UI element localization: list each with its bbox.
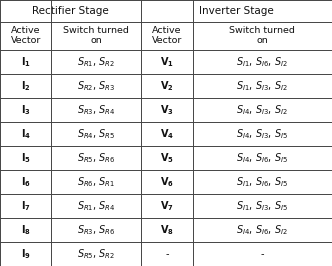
Text: $\mathbf{V_1}$: $\mathbf{V_1}$ bbox=[160, 55, 174, 69]
Text: ⁠$\mathbf{I_8}$: ⁠$\mathbf{I_8}$ bbox=[21, 223, 31, 237]
Text: ⁠$\mathbf{I_9}$: ⁠$\mathbf{I_9}$ bbox=[21, 247, 31, 261]
Text: -: - bbox=[165, 249, 169, 259]
Text: ⁠$\mathbf{I_1}$: ⁠$\mathbf{I_1}$ bbox=[21, 55, 31, 69]
Text: ⁠$\mathbf{I_4}$: ⁠$\mathbf{I_4}$ bbox=[21, 127, 31, 141]
Text: Active
Vector: Active Vector bbox=[11, 26, 41, 45]
Text: $S_{I1}$, $S_{I6}$, $S_{I5}$: $S_{I1}$, $S_{I6}$, $S_{I5}$ bbox=[236, 175, 288, 189]
Text: $S_{R3}$, $S_{R4}$: $S_{R3}$, $S_{R4}$ bbox=[77, 103, 116, 117]
Text: $S_{I1}$, $S_{I3}$, $S_{I2}$: $S_{I1}$, $S_{I3}$, $S_{I2}$ bbox=[236, 79, 288, 93]
Text: $S_{R1}$, $S_{R4}$: $S_{R1}$, $S_{R4}$ bbox=[77, 199, 116, 213]
Text: Switch turned
on: Switch turned on bbox=[63, 26, 129, 45]
Text: ⁠$\mathbf{I_2}$: ⁠$\mathbf{I_2}$ bbox=[21, 79, 31, 93]
Text: $S_{I4}$, $S_{I6}$, $S_{I2}$: $S_{I4}$, $S_{I6}$, $S_{I2}$ bbox=[236, 223, 288, 237]
Text: $S_{I4}$, $S_{I3}$, $S_{I5}$: $S_{I4}$, $S_{I3}$, $S_{I5}$ bbox=[236, 127, 288, 141]
Text: Switch turned
on: Switch turned on bbox=[229, 26, 295, 45]
Text: ⁠$\mathbf{I_7}$: ⁠$\mathbf{I_7}$ bbox=[21, 199, 31, 213]
Text: $S_{I1}$, $S_{I6}$, $S_{I2}$: $S_{I1}$, $S_{I6}$, $S_{I2}$ bbox=[236, 55, 288, 69]
Text: ⁠$\mathbf{I_6}$: ⁠$\mathbf{I_6}$ bbox=[21, 175, 31, 189]
Text: $S_{I4}$, $S_{I3}$, $S_{I2}$: $S_{I4}$, $S_{I3}$, $S_{I2}$ bbox=[236, 103, 288, 117]
Text: $\mathbf{V_3}$: $\mathbf{V_3}$ bbox=[160, 103, 174, 117]
Text: $\mathbf{V_4}$: $\mathbf{V_4}$ bbox=[160, 127, 174, 141]
Text: $S_{R1}$, $S_{R2}$: $S_{R1}$, $S_{R2}$ bbox=[77, 55, 116, 69]
Text: $\mathbf{V_7}$: $\mathbf{V_7}$ bbox=[160, 199, 174, 213]
Text: $S_{R6}$, $S_{R1}$: $S_{R6}$, $S_{R1}$ bbox=[77, 175, 116, 189]
Text: Inverter Stage: Inverter Stage bbox=[199, 6, 274, 16]
Text: Active
Vector: Active Vector bbox=[152, 26, 182, 45]
Text: $\mathbf{V_6}$: $\mathbf{V_6}$ bbox=[160, 175, 174, 189]
Text: $\mathbf{V_5}$: $\mathbf{V_5}$ bbox=[160, 151, 174, 165]
Text: $S_{R5}$, $S_{R6}$: $S_{R5}$, $S_{R6}$ bbox=[77, 151, 116, 165]
Text: $S_{R5}$, $S_{R2}$: $S_{R5}$, $S_{R2}$ bbox=[77, 247, 116, 261]
Text: Rectifier Stage: Rectifier Stage bbox=[32, 6, 109, 16]
Text: ⁠$\mathbf{I_5}$: ⁠$\mathbf{I_5}$ bbox=[21, 151, 31, 165]
Text: -: - bbox=[261, 249, 264, 259]
Text: $S_{R3}$, $S_{R6}$: $S_{R3}$, $S_{R6}$ bbox=[77, 223, 116, 237]
Text: $\mathbf{V_8}$: $\mathbf{V_8}$ bbox=[160, 223, 174, 237]
Text: $S_{I1}$, $S_{I3}$, $S_{I5}$: $S_{I1}$, $S_{I3}$, $S_{I5}$ bbox=[236, 199, 288, 213]
Text: $\mathbf{V_2}$: $\mathbf{V_2}$ bbox=[160, 79, 174, 93]
Text: $S_{R2}$, $S_{R3}$: $S_{R2}$, $S_{R3}$ bbox=[77, 79, 116, 93]
Text: ⁠$\mathbf{I_3}$: ⁠$\mathbf{I_3}$ bbox=[21, 103, 31, 117]
Text: $S_{I4}$, $S_{I6}$, $S_{I5}$: $S_{I4}$, $S_{I6}$, $S_{I5}$ bbox=[236, 151, 288, 165]
Text: $S_{R4}$, $S_{R5}$: $S_{R4}$, $S_{R5}$ bbox=[77, 127, 116, 141]
